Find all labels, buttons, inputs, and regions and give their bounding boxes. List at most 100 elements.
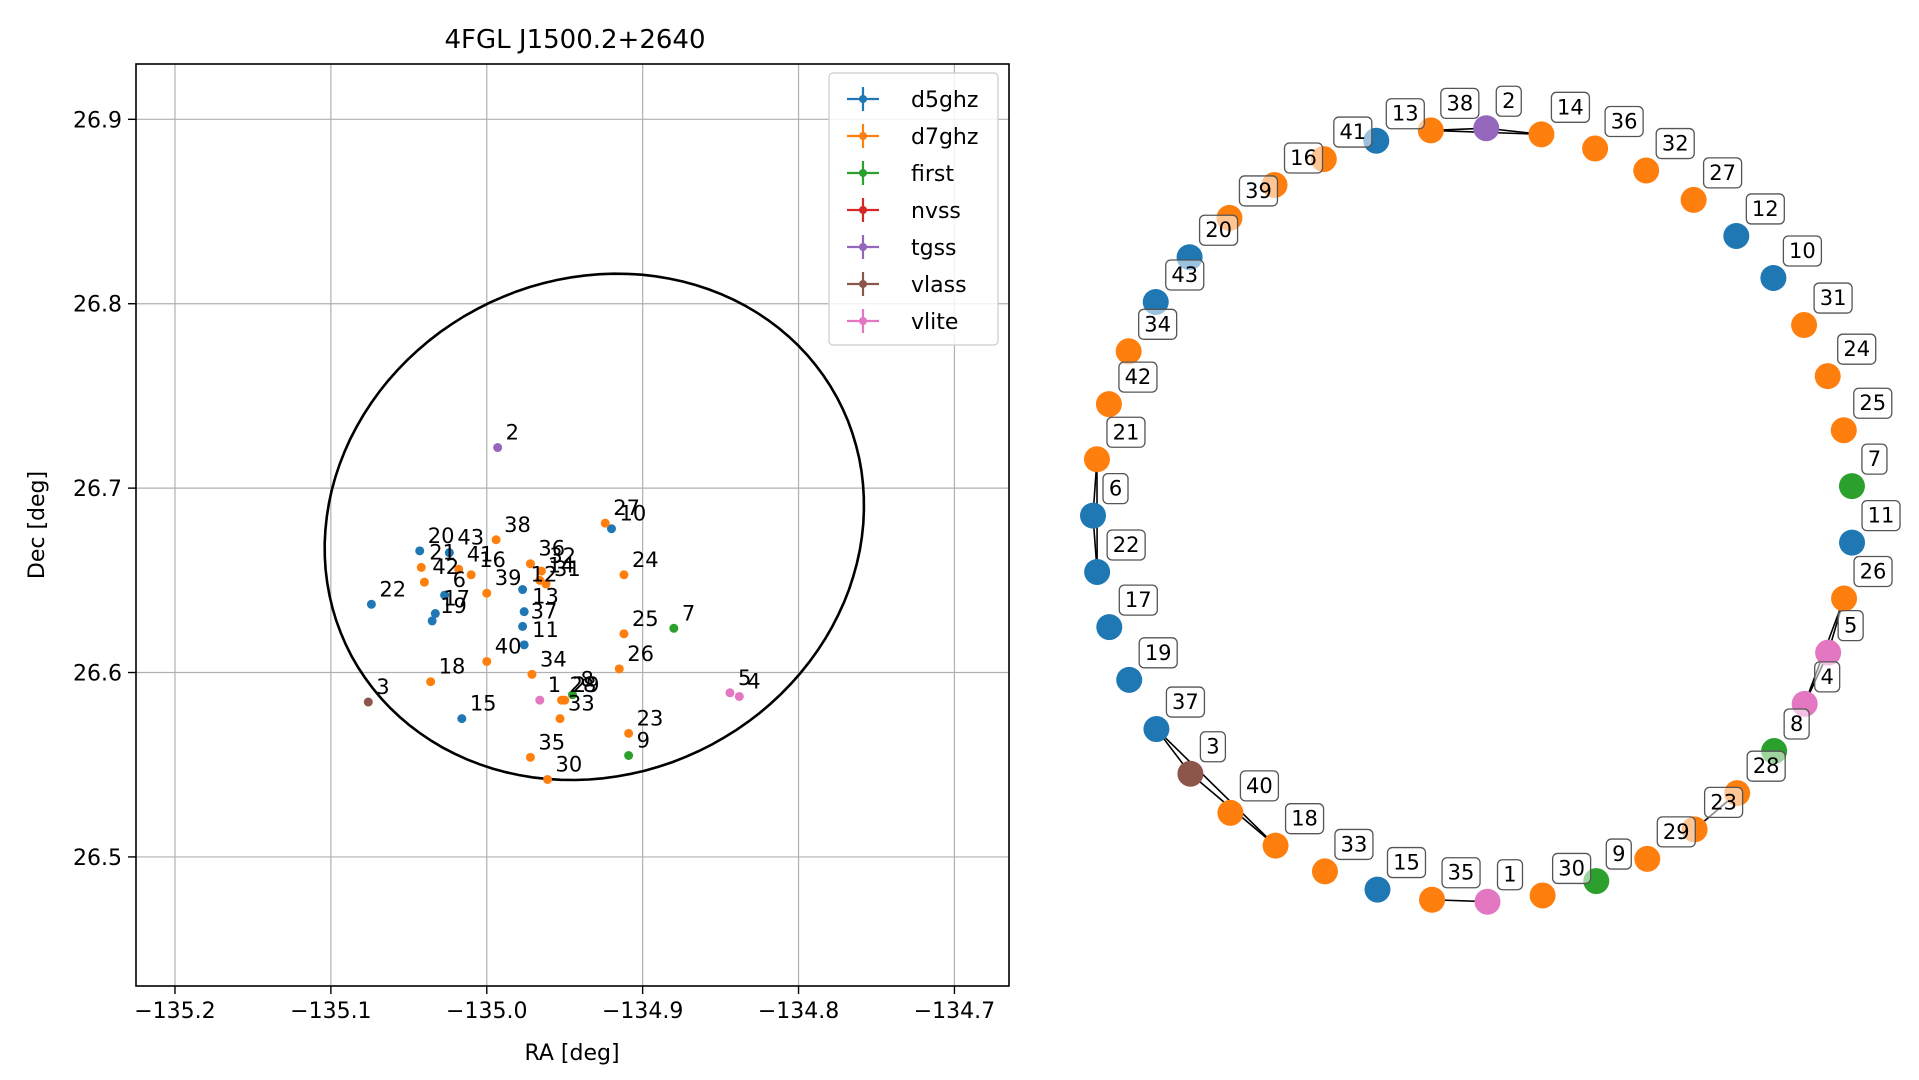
- node-label-text: 16: [1290, 146, 1317, 170]
- x-tick-label: −135.2: [134, 999, 215, 1024]
- network-node-label: 20: [1198, 214, 1239, 246]
- network-node: [1528, 121, 1555, 148]
- source-point: [416, 562, 426, 572]
- network-node: [1177, 760, 1204, 787]
- source-point-label: 36: [538, 537, 565, 561]
- network-node-label: 36: [1604, 105, 1644, 138]
- node-label-box: [1441, 857, 1481, 889]
- node-label-text: 18: [1291, 807, 1318, 831]
- source-point: [619, 570, 629, 580]
- node-label-text: 36: [1611, 110, 1638, 134]
- network-node-label: 40: [1239, 770, 1280, 802]
- legend-marker-dot: [859, 243, 867, 251]
- source-point-label: 3: [376, 675, 389, 699]
- node-label-box: [1496, 859, 1524, 891]
- network-graph: 2 143632271210312425711265482823299301351…: [1080, 85, 1901, 915]
- node-label-box: [1334, 828, 1374, 861]
- source-point-label: 42: [432, 555, 459, 579]
- node-label-text: 33: [1341, 832, 1368, 856]
- source-point: [427, 616, 437, 626]
- node-label-box: [1106, 529, 1146, 561]
- legend-marker-dot: [859, 317, 867, 325]
- node-label-box: [1385, 98, 1425, 130]
- network-node: [1814, 363, 1841, 390]
- network-node-label: 24: [1837, 333, 1877, 365]
- network-node: [1262, 832, 1289, 859]
- network-node-label: 3: [1199, 731, 1227, 763]
- node-label-text: 37: [1172, 690, 1199, 714]
- legend-label: tgss: [911, 236, 957, 261]
- network-node: [1473, 115, 1500, 142]
- source-point: [482, 588, 492, 598]
- network-node-label: 8: [1783, 708, 1810, 740]
- node-label-text: 29: [1663, 820, 1690, 844]
- node-label-box: [1284, 803, 1325, 835]
- legend-marker-dot: [859, 206, 867, 214]
- legend-marker-dot: [859, 280, 867, 288]
- node-label-text: 13: [1392, 102, 1419, 126]
- source-point-label: 20: [428, 524, 455, 548]
- network-node-label: 18: [1284, 803, 1325, 835]
- network-node: [1723, 222, 1750, 249]
- node-label-box: [1283, 142, 1324, 174]
- source-point: [519, 607, 529, 617]
- node-label-box: [1837, 333, 1877, 365]
- source-point: [624, 728, 634, 738]
- node-label-box: [1783, 708, 1810, 740]
- error-ellipse: [323, 272, 866, 782]
- scatter-chart: 4FGL J1500.2+2640 −135.2 −135.1 −135.0 −134…: [25, 25, 1010, 1066]
- source-point: [482, 656, 492, 666]
- network-node-label: 29: [1656, 816, 1696, 848]
- node-label-text: 15: [1393, 851, 1420, 875]
- source-point: [454, 564, 464, 574]
- network-node: [1142, 288, 1169, 315]
- node-label-box: [1495, 85, 1522, 117]
- network-node-label: 9: [1605, 838, 1632, 870]
- node-label-box: [1861, 499, 1901, 532]
- source-point-label: 27: [613, 496, 640, 520]
- network-node: [1311, 858, 1338, 885]
- node-label-box: [1605, 838, 1632, 870]
- y-axis-label: Dec [deg]: [25, 471, 50, 579]
- network-node-label: 4: [1814, 661, 1841, 693]
- x-tick-label: −134.9: [602, 999, 683, 1024]
- source-point-label: 26: [627, 642, 654, 666]
- legend-label: first: [911, 162, 954, 187]
- network-node: [1474, 888, 1501, 915]
- node-label-text: 17: [1125, 588, 1152, 612]
- network-node: [1095, 391, 1122, 418]
- legend-frame: [828, 72, 999, 346]
- network-node: [1217, 799, 1244, 826]
- node-label-box: [1604, 105, 1644, 138]
- node-label-text: 5: [1844, 614, 1857, 638]
- source-point: [541, 579, 551, 589]
- network-node-label: 28: [1746, 750, 1786, 782]
- network-node: [1143, 716, 1170, 743]
- network-node: [1084, 558, 1111, 585]
- network-node-labels: 2 143632271210312425711265482823299301351…: [1102, 85, 1901, 891]
- network-node-label: 23: [1703, 786, 1744, 819]
- node-label-box: [1138, 308, 1178, 340]
- node-label-box: [1837, 610, 1864, 642]
- network-node-label: 21: [1106, 416, 1146, 448]
- network-node-label: 31: [1813, 282, 1853, 314]
- network-node-label: 15: [1386, 846, 1427, 879]
- node-label-text: 30: [1558, 856, 1585, 880]
- node-label-box: [1199, 731, 1227, 763]
- source-point: [444, 548, 454, 558]
- source-point-label: 38: [504, 513, 531, 537]
- node-label-text: 10: [1789, 239, 1816, 263]
- network-node-label: 12: [1745, 193, 1785, 225]
- source-point-label: 19: [440, 594, 467, 618]
- source-point-label: 1: [548, 673, 561, 697]
- node-label-text: 32: [1662, 132, 1689, 156]
- x-tick-label: −135.0: [446, 999, 527, 1024]
- node-label-box: [1813, 282, 1853, 314]
- legend-label: d7ghz: [911, 125, 978, 150]
- source-point-label: 16: [479, 548, 506, 572]
- network-node-label: 39: [1238, 175, 1279, 207]
- network-edge: [1155, 728, 1277, 847]
- source-point: [466, 570, 476, 580]
- network-node-label: 38: [1440, 87, 1480, 120]
